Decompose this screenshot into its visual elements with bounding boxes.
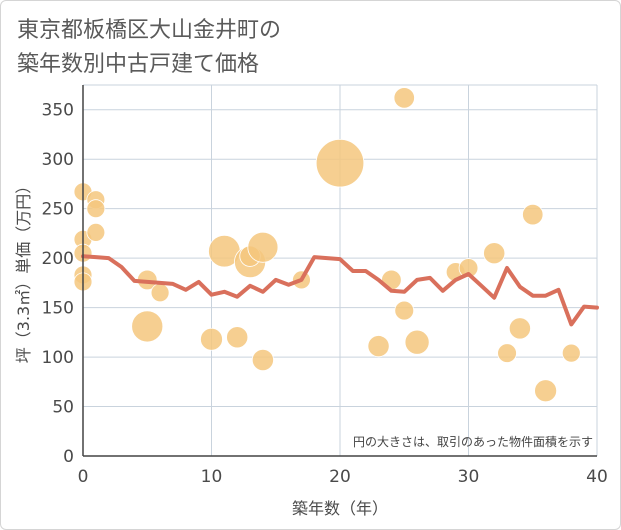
y-tick-label: 350 (42, 101, 74, 121)
data-bubble (394, 300, 415, 321)
x-tick-label: 30 (458, 467, 480, 487)
bubbles (73, 87, 581, 403)
data-bubble (497, 343, 517, 363)
data-bubble (150, 283, 170, 303)
data-bubble (247, 231, 279, 263)
y-tick-label: 100 (42, 348, 74, 368)
chart-title-line-1: 東京都板橋区大山金井町の (17, 18, 282, 43)
bubble-size-note: 円の大きさは、取引のあった物件面積を示す (353, 434, 593, 449)
data-bubble (458, 258, 479, 278)
data-bubble (561, 343, 581, 363)
data-bubble (483, 242, 506, 265)
y-tick-label: 200 (42, 249, 74, 269)
y-tick-label: 300 (42, 150, 74, 170)
x-tick-label: 40 (586, 467, 608, 487)
y-tick-label: 150 (42, 299, 74, 319)
chart-title: 東京都板橋区大山金井町の 築年数別中古戸建て価格 (17, 14, 281, 82)
x-axis-title: 築年数（年） (292, 499, 388, 518)
x-tick-label: 0 (78, 467, 89, 487)
y-tick-label: 250 (42, 200, 74, 220)
data-bubble (86, 199, 106, 219)
x-tick-label: 10 (201, 467, 223, 487)
data-bubble (522, 203, 544, 226)
axes: 0 50 100 150 200 250 300 350 0 10 20 30 40 (42, 85, 608, 487)
data-bubble (404, 329, 430, 355)
average-line-group (81, 254, 599, 327)
average-price-line (81, 254, 599, 327)
data-bubble (315, 138, 365, 188)
data-bubble (200, 327, 223, 351)
data-bubble (393, 87, 415, 109)
y-tick-label: 0 (63, 447, 74, 467)
chart-title-line-2: 築年数別中古戸建て価格 (17, 52, 260, 77)
data-bubble (86, 223, 106, 242)
data-bubble (508, 317, 531, 340)
x-tick-label: 20 (329, 467, 351, 487)
data-bubble (251, 348, 274, 372)
y-tick-label: 50 (52, 398, 74, 418)
data-bubble (226, 326, 249, 349)
data-bubble (367, 335, 390, 358)
data-bubble (534, 379, 558, 403)
data-bubble (131, 310, 164, 343)
y-axis-title: 坪（3.3㎡）単価（万円） (14, 178, 33, 363)
